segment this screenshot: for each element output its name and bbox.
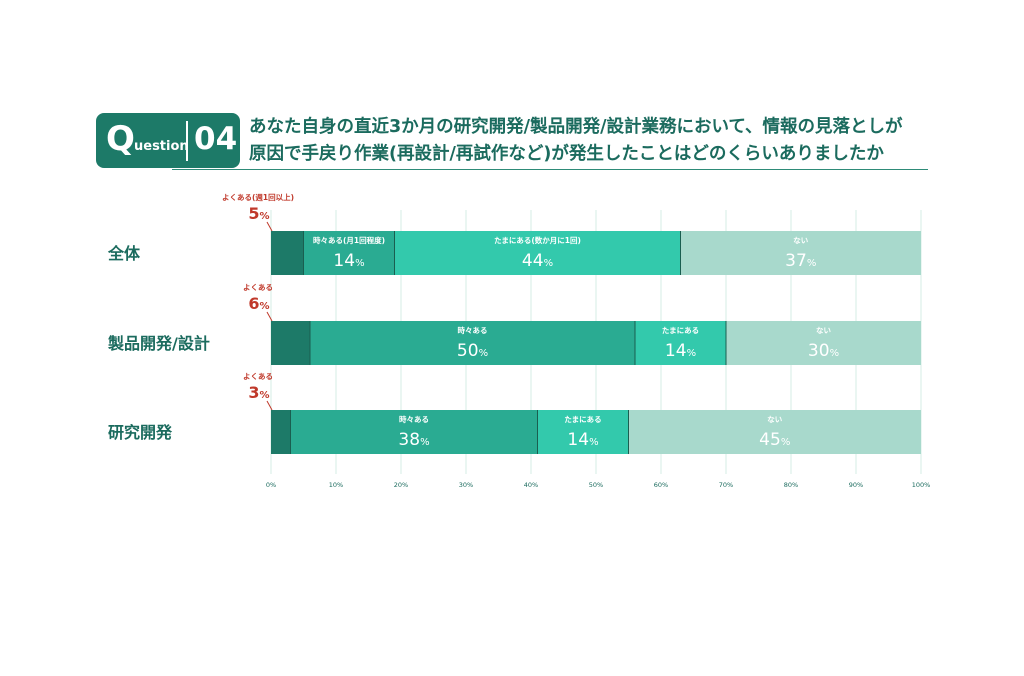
bar-segment [303,231,395,275]
x-tick-label: 100% [912,481,931,489]
question-title-line2: 原因で手戻り作業(再設計/再試作など)が発生したことはどのくらいありましたか [249,144,884,164]
x-tick-label: 50% [589,481,603,489]
x-tick-label: 20% [394,481,408,489]
bar-segment [628,410,921,454]
badge-divider [186,121,188,161]
bar-segment [726,321,921,365]
segment-unit: % [589,437,599,448]
bar-segment [271,410,291,454]
question-title-line1: あなた自身の直近3か月の研究開発/製品開発/設計業務において、情報の見落としが [249,117,903,137]
question-word: uestion [134,139,189,154]
bar-segment [271,321,310,365]
category-label: 研究開発 [108,423,173,442]
callout-unit: % [260,301,270,312]
x-tick-label: 80% [784,481,798,489]
callout-unit: % [260,390,270,401]
segment-unit: % [479,348,489,359]
question-number: 04 [194,121,238,157]
bar-segment [290,410,538,454]
category-label: 全体 [107,244,141,263]
segment-unit: % [355,258,365,269]
bar-segment [394,231,681,275]
callout-label: よくある(週1回以上) [222,192,294,202]
callout-value: 5% [248,204,269,223]
segment-label: ない [816,326,831,335]
callout-leader [266,221,273,232]
segment-label: たまにある(数か月に1回) [494,235,581,245]
segment-label: 時々ある [458,325,488,335]
callout-value: 3% [248,383,269,402]
bar-segment [537,410,629,454]
segment-unit: % [807,258,817,269]
segment-label: ない [767,415,782,424]
bar-segment [635,321,726,365]
callout-leader [266,400,273,411]
callout-label: よくある [243,372,273,381]
x-tick-label: 40% [524,481,538,489]
x-tick-label: 30% [459,481,473,489]
callout-leader [266,311,273,322]
x-tick-label: 60% [654,481,668,489]
segment-label: 時々ある(月1回程度) [313,235,385,245]
segment-unit: % [687,348,697,359]
bar-segment [271,231,304,275]
question-title: あなた自身の直近3か月の研究開発/製品開発/設計業務において、情報の見落としが … [249,114,929,168]
segment-label: たまにある [564,414,601,424]
category-label: 製品開発/設計 [107,334,210,353]
segment-unit: % [544,258,554,269]
segment-label: 時々ある [399,414,429,424]
segment-unit: % [420,437,430,448]
x-tick-label: 70% [719,481,733,489]
x-tick-label: 10% [329,481,343,489]
segment-label: たまにある [662,325,699,335]
segment-unit: % [830,348,840,359]
question-badge: Q uestion 04 [96,113,240,168]
title-underline [172,169,928,170]
callout-label: よくある [243,283,273,292]
callout-value: 6% [248,294,269,313]
x-tick-label: 0% [266,481,276,489]
bar-segment [680,231,921,275]
question-letter: Q [106,119,135,159]
segment-label: ない [793,236,808,245]
x-tick-label: 90% [849,481,863,489]
bar-segment [310,321,635,365]
callout-unit: % [260,211,270,222]
segment-unit: % [781,437,791,448]
